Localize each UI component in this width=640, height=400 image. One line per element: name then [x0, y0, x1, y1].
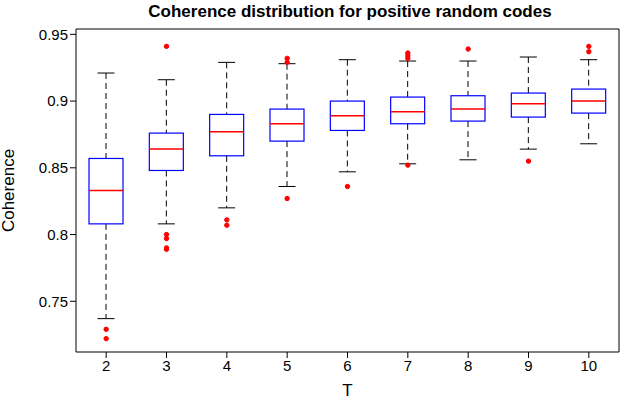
svg-text:7: 7	[404, 357, 412, 374]
svg-text:9: 9	[524, 357, 532, 374]
svg-text:0.9: 0.9	[47, 92, 68, 109]
svg-text:0.95: 0.95	[39, 26, 68, 43]
svg-text:10: 10	[580, 357, 597, 374]
svg-text:6: 6	[343, 357, 351, 374]
svg-text:4: 4	[223, 357, 231, 374]
svg-text:0.85: 0.85	[39, 159, 68, 176]
svg-text:Coherence: Coherence	[8, 149, 18, 232]
svg-text:0.75: 0.75	[39, 293, 68, 310]
svg-text:5: 5	[283, 357, 291, 374]
svg-text:3: 3	[162, 357, 170, 374]
html-text:Coherence distribution for pos: Coherence distribution for positive rand…	[148, 2, 552, 21]
svg-text:T: T	[342, 381, 352, 400]
svg-text:0.8: 0.8	[47, 226, 68, 243]
svg-text:2: 2	[102, 357, 110, 374]
svg-text:8: 8	[464, 357, 472, 374]
